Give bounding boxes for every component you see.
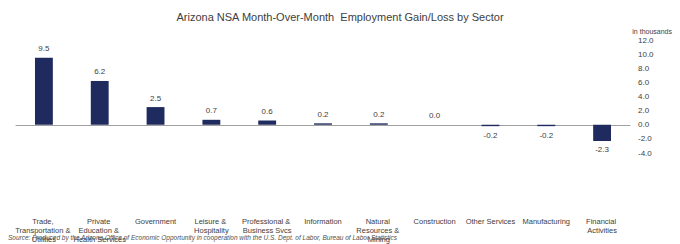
svg-text:6.2: 6.2 (94, 67, 106, 76)
svg-text:0.6: 0.6 (262, 107, 274, 116)
svg-text:Professional &: Professional & (242, 217, 292, 226)
svg-text:-2.3: -2.3 (595, 145, 609, 154)
svg-text:0.7: 0.7 (206, 106, 218, 115)
svg-text:6.0: 6.0 (638, 78, 650, 87)
svg-text:Government: Government (135, 217, 177, 226)
svg-text:0.0: 0.0 (638, 120, 650, 129)
svg-text:Manufacturing: Manufacturing (523, 217, 571, 226)
svg-text:Construction: Construction (414, 217, 456, 226)
svg-text:Utilities: Utilities (32, 235, 56, 244)
svg-text:Health Services: Health Services (73, 235, 126, 244)
svg-text:Financial: Financial (586, 217, 618, 226)
svg-text:Natural: Natural (366, 217, 392, 226)
svg-text:8.0: 8.0 (638, 64, 650, 73)
svg-text:4.0: 4.0 (638, 92, 650, 101)
svg-text:-2.0: -2.0 (638, 134, 652, 143)
svg-text:Other Services: Other Services (466, 217, 516, 226)
svg-text:0.2: 0.2 (317, 110, 329, 119)
svg-text:Arizona NSA Month-Over-Month: Arizona NSA Month-Over-Month Employment … (176, 11, 503, 23)
svg-text:0.2: 0.2 (373, 110, 385, 119)
svg-text:Activities: Activities (587, 226, 617, 235)
svg-text:Resources &: Resources & (356, 226, 401, 235)
svg-text:-4.0: -4.0 (638, 149, 652, 158)
svg-text:Trade,: Trade, (32, 217, 55, 226)
svg-text:Leisure &: Leisure & (194, 217, 228, 226)
svg-text:in thousands: in thousands (632, 28, 672, 35)
svg-text:9.5: 9.5 (38, 44, 50, 53)
svg-text:-0.2: -0.2 (539, 131, 553, 140)
svg-text:2.5: 2.5 (150, 94, 162, 103)
svg-text:12.0: 12.0 (638, 36, 654, 45)
svg-text:Mining: Mining (368, 235, 390, 244)
svg-text:-0.2: -0.2 (484, 131, 498, 140)
svg-text:Private: Private (87, 217, 112, 226)
svg-text:Source: Produced by the Arizon: Source: Produced by the Arizona Office o… (8, 234, 398, 242)
svg-text:0.0: 0.0 (429, 111, 441, 120)
svg-text:Business Svcs: Business Svcs (243, 226, 292, 235)
svg-text:10.0: 10.0 (638, 50, 654, 59)
svg-text:Transportation &: Transportation & (15, 226, 72, 235)
svg-text:Education &: Education & (78, 226, 121, 235)
svg-text:Hospitality: Hospitality (194, 226, 229, 235)
svg-text:2.0: 2.0 (638, 106, 650, 115)
svg-text:Information: Information (304, 217, 342, 226)
